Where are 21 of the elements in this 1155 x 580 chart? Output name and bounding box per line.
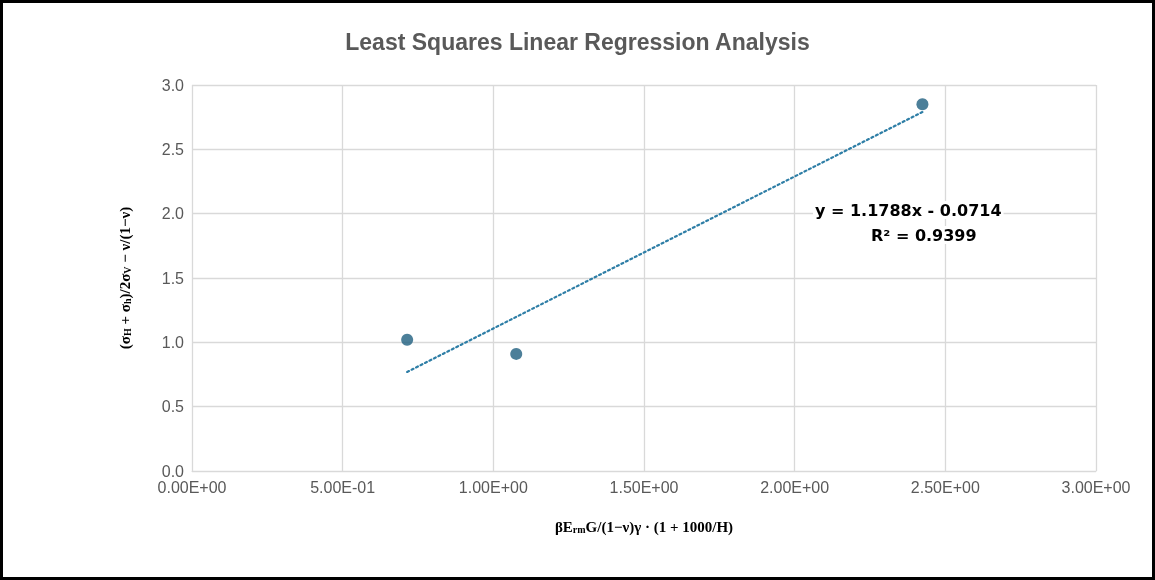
y-tick-label: 1.0 (161, 333, 185, 351)
x-tick-label: 5.00E-01 (310, 478, 376, 496)
x-tick-label: 1.00E+00 (458, 478, 528, 496)
y-tick-label: 1.5 (161, 269, 185, 287)
y-tick-label: 2.5 (161, 140, 185, 158)
x-tick-label: 2.50E+00 (910, 478, 980, 496)
point (401, 333, 414, 346)
y-tick-label: 0.5 (161, 398, 185, 416)
annotation: R² = 0.9399 (871, 225, 977, 245)
y-tick-label: 0.0 (161, 462, 185, 480)
y-tick-label: 3.0 (161, 76, 185, 94)
point (510, 347, 523, 360)
point (916, 98, 929, 111)
x-tick-label: 3.00E+00 (1061, 478, 1131, 496)
x-tick-label: 2.00E+00 (760, 478, 830, 496)
x-tick-label: 1.50E+00 (609, 478, 679, 496)
y-tick-label: 2.0 (161, 205, 185, 223)
x-tick-label: 0.00E+00 (157, 478, 227, 496)
x-axis-title: βErmG/(1−ν)γ · (1 + 1000/H) (554, 518, 734, 536)
chart-title: Least Squares Linear Regression Analysis (345, 28, 810, 55)
annotation: y = 1.1788x - 0.0714 (815, 200, 1002, 220)
